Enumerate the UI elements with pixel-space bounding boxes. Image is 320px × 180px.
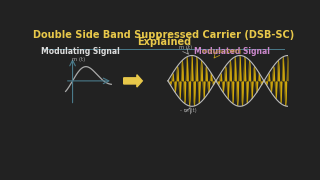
Text: m (t): m (t) bbox=[179, 45, 192, 50]
Text: m (t) cos (2πfct): m (t) cos (2πfct) bbox=[202, 49, 241, 54]
Text: Modulating Signal: Modulating Signal bbox=[41, 47, 120, 56]
Text: - m (t): - m (t) bbox=[180, 109, 196, 113]
Text: Modulated Signal: Modulated Signal bbox=[194, 47, 270, 56]
Text: m (t): m (t) bbox=[72, 57, 85, 62]
Text: Double Side Band Suppressed Carrier (DSB-SC): Double Side Band Suppressed Carrier (DSB… bbox=[33, 30, 295, 40]
Text: Explained: Explained bbox=[137, 37, 191, 47]
Polygon shape bbox=[124, 75, 142, 87]
